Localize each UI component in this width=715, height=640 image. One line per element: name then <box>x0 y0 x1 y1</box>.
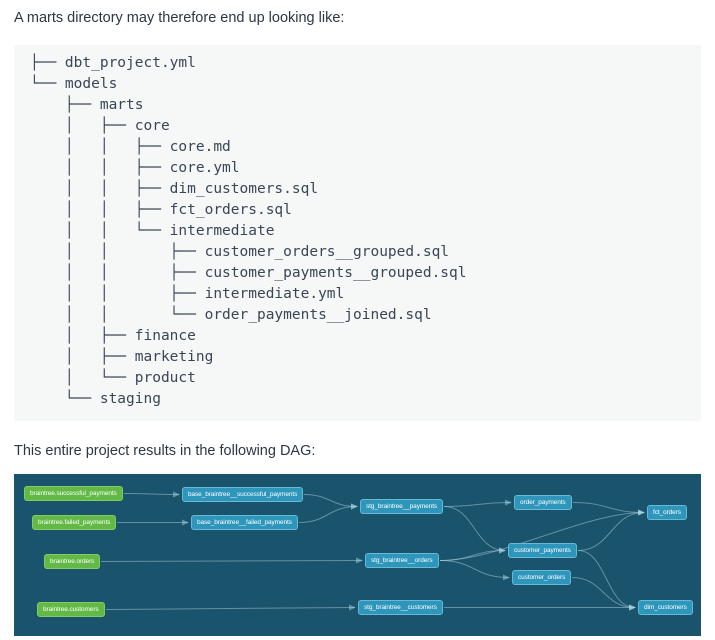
dag-edge-braintree-customers--stg-braintree-customers <box>105 604 356 611</box>
dag-node-braintree-customers: braintree.customers <box>37 602 105 618</box>
dag-node-order-payments: order_payments <box>514 495 572 511</box>
dag-node-customer-orders: customer_orders <box>512 570 572 586</box>
dag-node-fct-orders: fct_orders <box>647 505 687 521</box>
dag-edge-customer-payments--dim-customers <box>577 550 636 611</box>
dag-edges <box>100 491 645 611</box>
dag-edge-stg-braintree-orders--customer-payments <box>439 547 506 562</box>
dag-node-stg-braintree-customers: stg_braintree__customers <box>358 600 443 616</box>
dag-node-braintree-successful-payments: braintree.successful_payments <box>24 486 123 502</box>
dag-node-dim-customers: dim_customers <box>638 600 693 616</box>
dag-edge-braintree-orders--stg-braintree-orders <box>100 557 363 564</box>
dag-node-braintree-orders: braintree.orders <box>44 554 101 570</box>
dag-node-base-braintree-failed-payments: base_braintree__failed_payments <box>191 515 298 531</box>
dag-edge-base-braintree-failed-payments--stg-braintree-payments <box>298 503 358 524</box>
intro-paragraph: A marts directory may therefore end up l… <box>14 10 345 26</box>
dag-edge-stg-braintree-orders--customer-orders <box>439 560 510 581</box>
dag-image: braintree.successful_payments braintree.f… <box>14 474 701 637</box>
dag-edge-stg-braintree-payments--customer-payments <box>443 506 506 554</box>
directory-tree-code-block: ├── dbt_project.yml └── models ├── marts… <box>14 44 701 421</box>
dag-edge-braintree-successful-payments--base-braintree-successful-payments <box>123 491 180 498</box>
dag-intro-paragraph: This entire project results in the follo… <box>14 442 316 459</box>
dag-node-base-braintree-successful-payments: base_braintree__successful_payments <box>182 487 304 503</box>
dag-edge-customer-orders--dim-customers <box>571 577 636 611</box>
dag-edge-base-braintree-successful-payments--stg-braintree-payments <box>303 494 358 510</box>
dag-edge-customer-payments--fct-orders <box>577 509 645 552</box>
dag-node-braintree-failed-payments: braintree.failed_payments <box>32 515 117 531</box>
dag-edge-stg-braintree-payments--order-payments <box>443 499 512 508</box>
dag-node-stg-braintree-payments: stg_braintree__payments <box>360 499 444 515</box>
dag-edge-order-payments--fct-orders <box>572 502 645 516</box>
dag-node-stg-braintree-orders: stg_braintree__orders <box>365 553 439 569</box>
dag-node-customer-payments: customer_payments <box>508 543 577 559</box>
